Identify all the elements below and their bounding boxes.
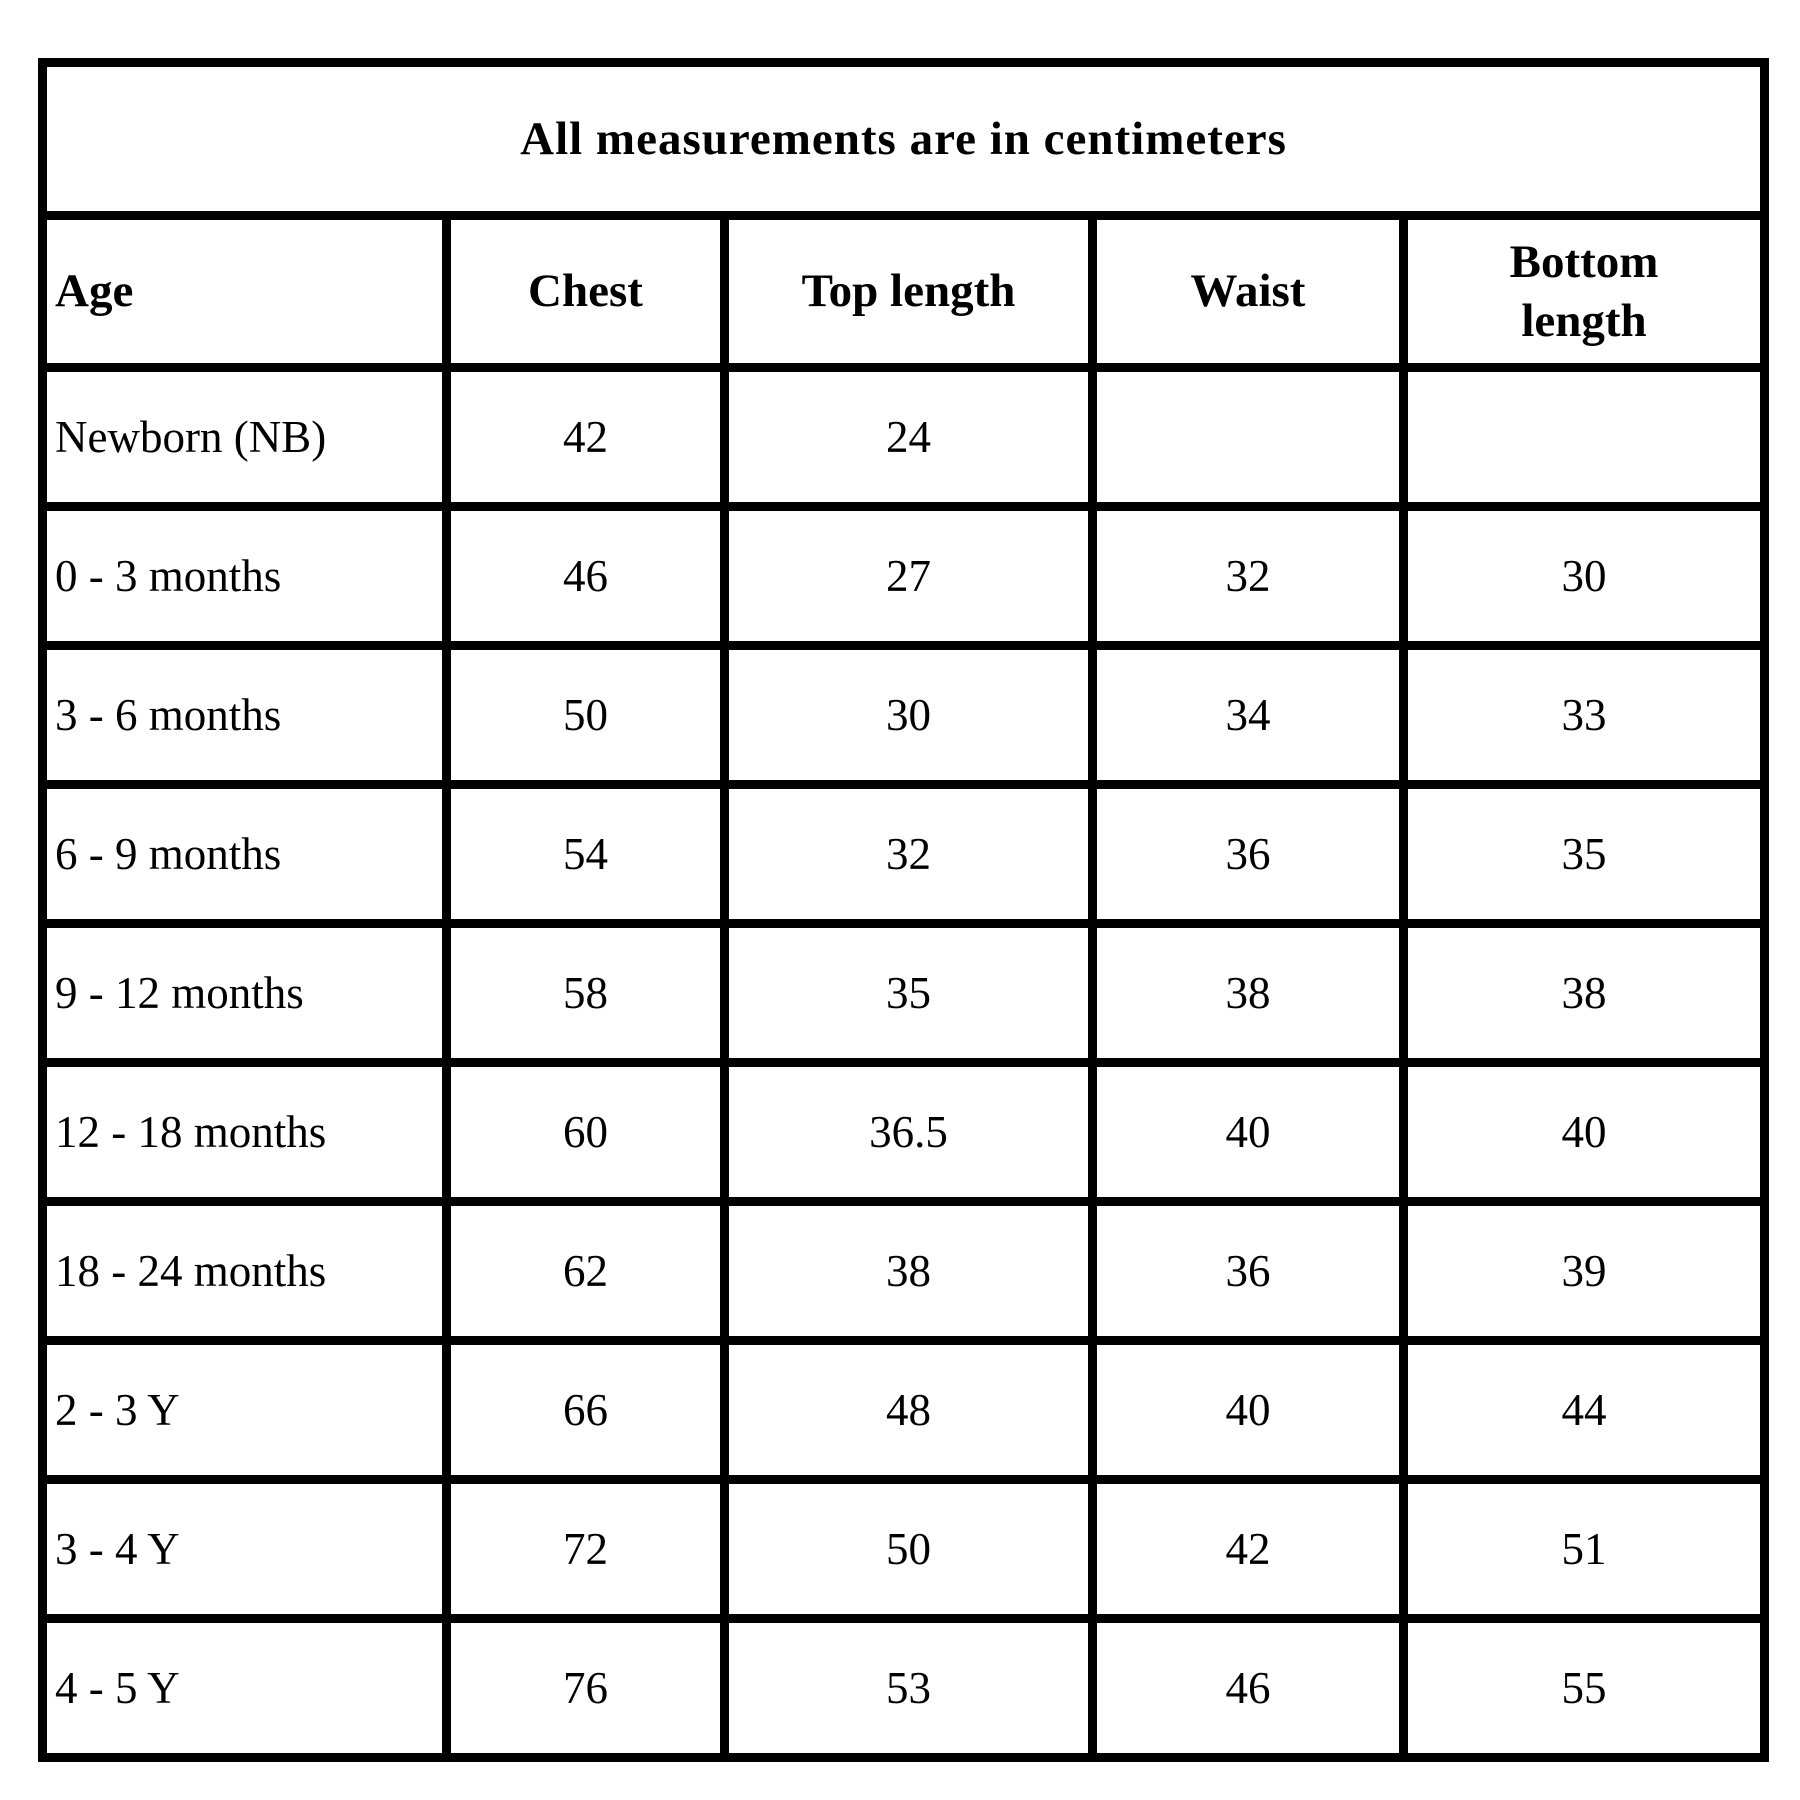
- age-cell: 3 - 4 Y: [38, 1475, 451, 1623]
- value-cell: 46: [442, 502, 729, 650]
- value-cell: 35: [720, 919, 1097, 1067]
- value-cell: [1398, 363, 1770, 511]
- value-cell: 27: [720, 502, 1097, 650]
- age-cell: 0 - 3 months: [38, 502, 451, 650]
- value-cell: 39: [1398, 1197, 1770, 1345]
- table-row: 4 - 5 Y 76 53 46 55: [38, 1614, 1770, 1762]
- table-row: 2 - 3 Y 66 48 40 44: [38, 1336, 1770, 1484]
- title-row: All measurements are in centimeters: [37, 58, 1770, 220]
- value-cell: 44: [1398, 1336, 1770, 1484]
- value-cell: 36: [1088, 780, 1408, 928]
- value-cell: 32: [720, 780, 1097, 928]
- table-row: Newborn (NB) 42 24: [38, 363, 1770, 511]
- table-row: 6 - 9 months 54 32 36 35: [38, 780, 1770, 928]
- column-header-bottom-length: Bottom length: [1398, 211, 1770, 372]
- table-row: 3 - 6 months 50 30 34 33: [38, 641, 1770, 789]
- value-cell: 72: [442, 1475, 729, 1623]
- size-chart: All measurements are in centimeters Age C…: [37, 58, 1770, 1762]
- value-cell: 62: [442, 1197, 729, 1345]
- value-cell: 30: [720, 641, 1097, 789]
- column-header-top-length: Top length: [720, 211, 1097, 372]
- value-cell: 53: [720, 1614, 1097, 1762]
- value-cell: 36: [1088, 1197, 1408, 1345]
- value-cell: 58: [442, 919, 729, 1067]
- table-row: 18 - 24 months 62 38 36 39: [38, 1197, 1770, 1345]
- age-cell: 6 - 9 months: [38, 780, 451, 928]
- value-cell: 35: [1398, 780, 1770, 928]
- value-cell: 33: [1398, 641, 1770, 789]
- value-cell: 48: [720, 1336, 1097, 1484]
- value-cell: 38: [1398, 919, 1770, 1067]
- value-cell: 34: [1088, 641, 1408, 789]
- value-cell: 38: [1088, 919, 1408, 1067]
- value-cell: 40: [1088, 1058, 1408, 1206]
- table-row: 0 - 3 months 46 27 32 30: [38, 502, 1770, 650]
- value-cell: 76: [442, 1614, 729, 1762]
- value-cell: 40: [1088, 1336, 1408, 1484]
- value-cell: 40: [1398, 1058, 1770, 1206]
- table-row: 9 - 12 months 58 35 38 38: [38, 919, 1770, 1067]
- value-cell: 51: [1398, 1475, 1770, 1623]
- table-title: All measurements are in centimeters: [37, 58, 1770, 220]
- value-cell: 42: [442, 363, 729, 511]
- value-cell: 50: [442, 641, 729, 789]
- value-cell: 66: [442, 1336, 729, 1484]
- table-row: 3 - 4 Y 72 50 42 51: [38, 1475, 1770, 1623]
- value-cell: 42: [1088, 1475, 1408, 1623]
- column-header-waist: Waist: [1088, 211, 1408, 372]
- table-body: Newborn (NB) 42 24 0 - 3 months 46 27 32 30 3 - …: [38, 363, 1770, 1762]
- age-cell: 18 - 24 months: [38, 1197, 451, 1345]
- value-cell: 30: [1398, 502, 1770, 650]
- size-chart-table: All measurements are in centimeters Age C…: [37, 58, 1770, 1762]
- value-cell: 24: [720, 363, 1097, 511]
- value-cell: 55: [1398, 1614, 1770, 1762]
- value-cell: 60: [442, 1058, 729, 1206]
- value-cell: [1088, 363, 1408, 511]
- value-cell: 38: [720, 1197, 1097, 1345]
- value-cell: 50: [720, 1475, 1097, 1623]
- column-header-chest: Chest: [442, 211, 729, 372]
- value-cell: 46: [1088, 1614, 1408, 1762]
- table-row: 12 - 18 months 60 36.5 40 40: [38, 1058, 1770, 1206]
- age-cell: Newborn (NB): [38, 363, 451, 511]
- age-cell: 12 - 18 months: [38, 1058, 451, 1206]
- age-cell: 2 - 3 Y: [38, 1336, 451, 1484]
- age-cell: 9 - 12 months: [38, 919, 451, 1067]
- age-cell: 3 - 6 months: [38, 641, 451, 789]
- column-header-age: Age: [38, 211, 451, 372]
- value-cell: 54: [442, 780, 729, 928]
- header-row: Age Chest Top length Waist Bottom length: [38, 211, 1770, 372]
- value-cell: 36.5: [720, 1058, 1097, 1206]
- age-cell: 4 - 5 Y: [38, 1614, 451, 1762]
- value-cell: 32: [1088, 502, 1408, 650]
